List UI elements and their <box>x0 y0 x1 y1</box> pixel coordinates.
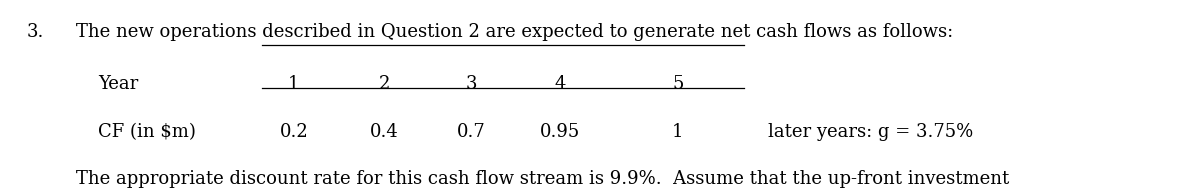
Text: 0.7: 0.7 <box>457 123 486 141</box>
Text: later years: g = 3.75%: later years: g = 3.75% <box>768 123 973 141</box>
Text: 0.4: 0.4 <box>370 123 398 141</box>
Text: 1: 1 <box>672 123 684 141</box>
Text: 1: 1 <box>288 75 300 93</box>
Text: 2: 2 <box>378 75 390 93</box>
Text: 3: 3 <box>466 75 478 93</box>
Text: 0.95: 0.95 <box>540 123 581 141</box>
Text: 0.2: 0.2 <box>280 123 308 141</box>
Text: 3.: 3. <box>26 23 43 41</box>
Text: Year: Year <box>98 75 139 93</box>
Text: 4: 4 <box>554 75 566 93</box>
Text: CF (in $m): CF (in $m) <box>98 123 197 141</box>
Text: 5: 5 <box>672 75 684 93</box>
Text: The new operations described in Question 2 are expected to generate net cash flo: The new operations described in Question… <box>76 23 953 41</box>
Text: The appropriate discount rate for this cash flow stream is 9.9%.  Assume that th: The appropriate discount rate for this c… <box>76 170 1009 188</box>
